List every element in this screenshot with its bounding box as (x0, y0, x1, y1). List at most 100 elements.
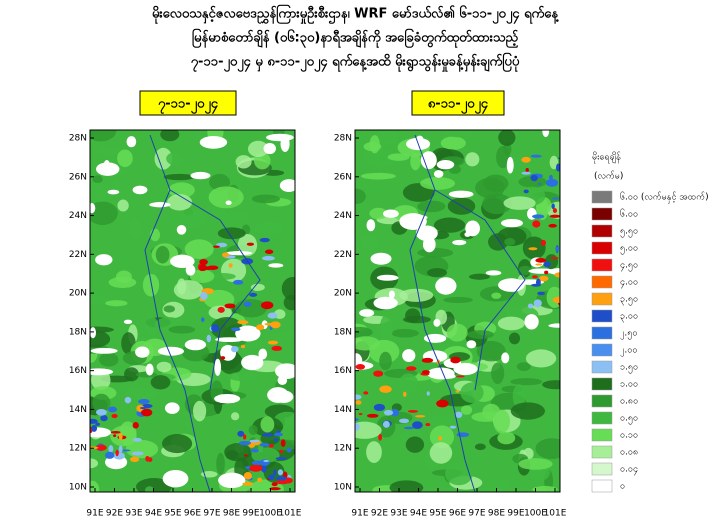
dry-area (524, 314, 539, 330)
heavy-rain (249, 439, 260, 443)
heavy-rain (217, 306, 225, 313)
legend-label: ၂.၅၀ (620, 329, 637, 340)
heavy-rain (549, 214, 560, 218)
heavy-rain (532, 214, 545, 219)
heavy-rain (200, 292, 208, 300)
rain-area (355, 326, 373, 338)
dry-area (90, 368, 114, 376)
dry-area (90, 347, 118, 354)
rain-area (241, 340, 271, 349)
dry-area (95, 254, 113, 266)
lat-tick-label: 20N (69, 289, 87, 299)
lat-tick-label: 22N (334, 250, 352, 260)
legend-swatch (591, 190, 613, 204)
dry-area (90, 427, 112, 438)
heavy-rain (259, 442, 270, 447)
heavy-rain (543, 261, 551, 268)
heavy-rain (120, 449, 131, 452)
dry-area (436, 160, 455, 170)
rain-area (504, 238, 516, 246)
lon-tick-label: 93E (125, 509, 142, 519)
heavy-rain (257, 477, 263, 483)
heavy-rain (521, 171, 531, 175)
heavy-rain (233, 279, 244, 285)
dry-area (370, 252, 392, 265)
heavy-rain (530, 154, 542, 158)
rain-area (498, 130, 516, 146)
dry-area (466, 340, 477, 349)
lon-tick-label: 98E (223, 509, 240, 519)
panel-label-box (411, 90, 505, 116)
rain-area (413, 351, 424, 366)
rain-area (183, 483, 194, 492)
map (355, 130, 560, 492)
legend-label: ၀.၅၀ (620, 414, 638, 425)
heavy-rain (437, 404, 447, 408)
heavy-rain (426, 391, 430, 396)
rain-area (235, 155, 252, 169)
heavy-rain (379, 385, 392, 393)
heavy-rain (240, 344, 246, 349)
lon-tick-label: 99E (507, 509, 524, 519)
rain-area (281, 276, 295, 301)
heavy-rain (250, 448, 259, 453)
dry-area (214, 358, 222, 376)
heavy-rain (268, 444, 274, 448)
heavy-rain (273, 438, 279, 442)
heavy-rain (273, 469, 277, 476)
lat-tick-label: 14N (334, 405, 352, 415)
dry-area (366, 219, 376, 232)
rain-area (446, 323, 468, 342)
rain-area (155, 245, 170, 264)
rain-area (427, 268, 448, 278)
heavy-rain (544, 270, 549, 275)
lat-tick-label: 24N (69, 211, 87, 221)
heavy-rain (535, 263, 543, 266)
rain-area (254, 225, 271, 234)
lon-tick-label: 91E (86, 509, 103, 519)
lat-tick-label: 16N (69, 366, 87, 376)
rain-area (90, 295, 108, 305)
lat-tick-label: 20N (334, 289, 352, 299)
heavy-rain (545, 178, 559, 187)
rain-area (355, 188, 366, 204)
lon-tick-label: 97E (468, 509, 485, 519)
rain-area (162, 434, 193, 454)
dry-area (416, 225, 438, 242)
heavy-rain (90, 418, 98, 424)
rain-area (117, 199, 129, 212)
heavy-rain (355, 364, 366, 370)
heavy-rain (228, 263, 233, 268)
heavy-rain (105, 451, 115, 459)
rain-area (398, 373, 419, 395)
heavy-rain (537, 182, 542, 186)
dry-area (162, 470, 189, 488)
heavy-rain (110, 431, 121, 434)
rain-area (208, 186, 244, 209)
legend-label: ၁.၀၀ (620, 380, 638, 390)
legend-swatch (591, 445, 613, 459)
heavy-rain (207, 265, 219, 270)
rain-area (355, 336, 381, 351)
dry-area (149, 202, 171, 208)
heavy-rain (246, 242, 254, 246)
heavy-rain (271, 345, 283, 351)
dry-area (176, 224, 187, 235)
rain-area (251, 194, 280, 204)
rain-area (163, 305, 176, 313)
heavy-rain (206, 334, 212, 343)
dry-area (435, 277, 457, 295)
heavy-rain (220, 356, 226, 360)
dry-area (145, 363, 154, 376)
rain-area (510, 378, 543, 386)
heavy-rain (403, 391, 407, 397)
rain-area (532, 485, 558, 492)
rain-area (497, 479, 511, 492)
heavy-rain (261, 464, 267, 473)
lat-tick-label: 16N (334, 366, 352, 376)
rain-area (97, 147, 120, 156)
rain-area (512, 384, 526, 408)
lon-tick-label: 96E (184, 509, 201, 519)
